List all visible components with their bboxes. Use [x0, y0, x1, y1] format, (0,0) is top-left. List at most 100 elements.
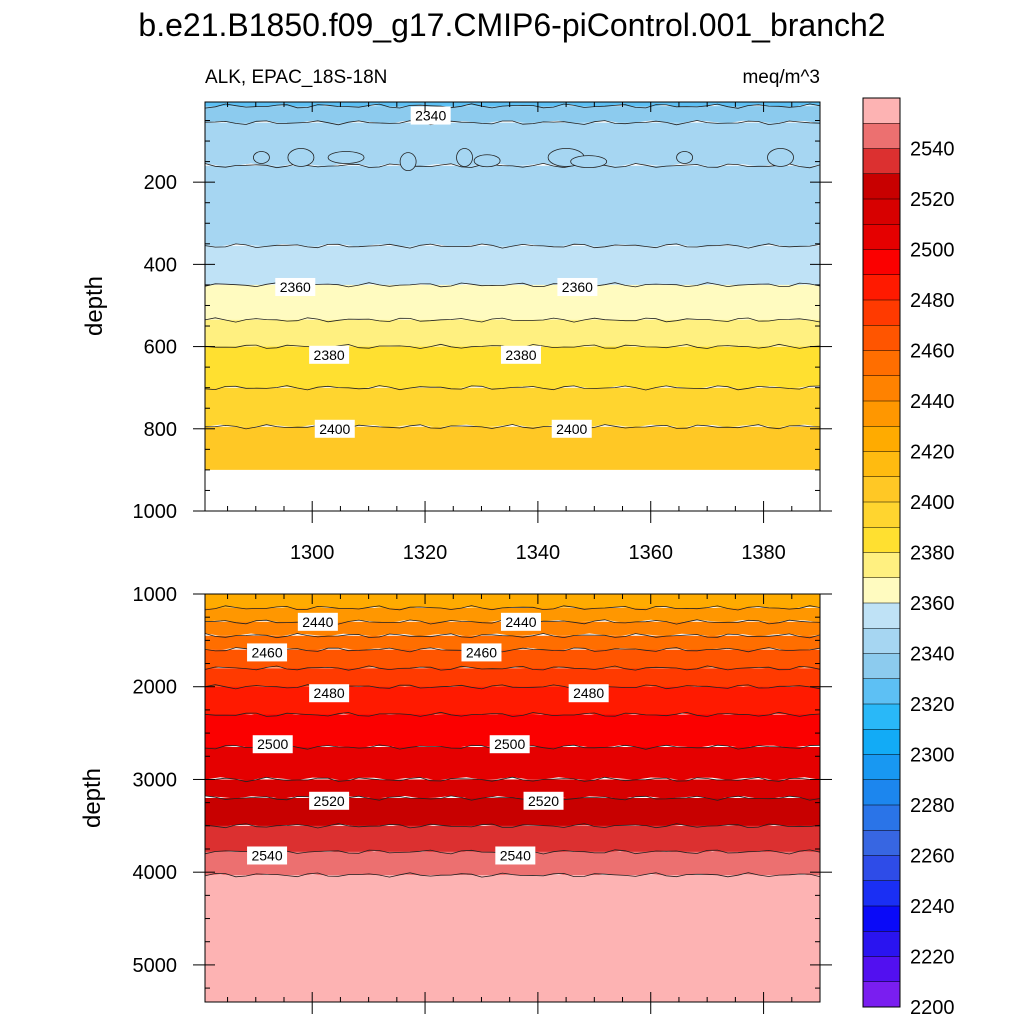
contour-label: 2340	[415, 108, 446, 124]
y-tick-label: 4000	[133, 862, 178, 884]
contour-label-box	[523, 791, 564, 810]
colorbar-swatch	[863, 577, 900, 604]
colorbar-label: 2520	[910, 189, 955, 211]
colorbar-swatch	[863, 173, 900, 200]
y-tick-label: 1000	[133, 584, 178, 606]
contour-band	[205, 714, 820, 749]
contour-island	[570, 155, 608, 169]
contour-line	[204, 776, 821, 783]
y-tick-label: 400	[144, 254, 177, 276]
y-tick-label: 800	[144, 419, 177, 441]
contour-band	[205, 635, 820, 651]
colorbar-swatch	[863, 653, 900, 680]
colorbar-label: 2400	[910, 492, 955, 514]
colorbar-swatch	[863, 956, 900, 983]
contour-band	[205, 875, 820, 1002]
colorbar-swatch	[863, 931, 900, 957]
contour-line	[204, 103, 821, 109]
contour-label-box	[500, 345, 541, 364]
plot-frame	[204, 593, 821, 1003]
upper-panel: 2340 2360 2360 2380 2380 2400 2400 1300 1320 1340…	[133, 101, 832, 564]
contour-line	[204, 872, 821, 878]
contour-island	[676, 151, 693, 164]
colorbar-swatch	[863, 375, 900, 402]
colorbar-label: 2260	[910, 846, 955, 868]
colorbar-swatch	[863, 426, 900, 452]
contour-line	[204, 711, 821, 717]
colorbar-swatch	[863, 830, 900, 856]
contour-island	[456, 148, 473, 167]
colorbar-swatch	[863, 451, 900, 478]
contour-band	[205, 245, 820, 287]
colorbar-label: 2380	[910, 543, 955, 565]
colorbar-label: 2420	[910, 442, 955, 464]
colorbar-swatch	[863, 855, 900, 882]
y-tick-label: 3000	[133, 769, 178, 791]
colorbar-swatch	[863, 476, 900, 503]
contour-label-box	[275, 277, 316, 296]
panel-subtitle-right: meq/m^3	[742, 67, 820, 88]
contour-label: 2400	[556, 421, 587, 437]
colorbar-swatch	[863, 729, 900, 755]
contour-island	[253, 151, 270, 164]
colorbar-swatch	[863, 249, 900, 276]
colorbar-swatch	[863, 981, 900, 1008]
colorbar-label: 2220	[910, 947, 955, 969]
contour-label-box	[309, 791, 350, 810]
y-axis-label-lower: depth	[79, 768, 106, 828]
contour-label: 2540	[500, 847, 531, 863]
colorbar-swatch	[863, 906, 900, 932]
colorbar-swatch	[863, 779, 900, 806]
contour-label: 2480	[573, 685, 604, 701]
colorbar-swatch	[863, 502, 900, 528]
contour-label-box	[410, 106, 451, 125]
contour-label: 2460	[466, 644, 497, 660]
colorbar-swatch	[863, 148, 900, 175]
contour-line	[204, 795, 821, 801]
y-tick-label: 200	[144, 172, 177, 194]
contour-label: 2520	[528, 793, 559, 809]
contour-label-box	[500, 612, 541, 631]
colorbar-swatch	[863, 123, 900, 149]
contour-label-box	[247, 846, 288, 865]
colorbar-frame	[862, 97, 901, 1008]
colorbar-label: 2360	[910, 593, 955, 615]
colorbar-swatch	[863, 350, 900, 377]
contour-label-box	[247, 643, 288, 662]
panel-subtitle-left: ALK, EPAC_18S-18N	[205, 67, 387, 88]
colorbar-swatch	[863, 325, 900, 351]
contour-label: 2520	[314, 793, 345, 809]
contour-label: 2440	[505, 614, 536, 630]
colorbar-label: 2480	[910, 290, 955, 312]
contour-band	[205, 747, 820, 780]
contour-band	[205, 346, 820, 389]
contour-line	[204, 823, 821, 829]
colorbar-label: 2440	[910, 391, 955, 413]
colorbar-swatch	[863, 224, 900, 250]
colorbar-swatch	[863, 300, 900, 326]
colorbar-label: 2280	[910, 795, 955, 817]
contour-label-box	[495, 846, 536, 865]
contour-label: 2500	[494, 736, 525, 752]
colorbar-swatch	[863, 678, 900, 705]
colorbar-swatch	[863, 527, 900, 553]
y-tick-label: 600	[144, 337, 177, 359]
colorbar-swatch	[863, 603, 900, 629]
contour-label-box	[557, 277, 598, 296]
contour-band	[205, 779, 820, 799]
contour-band	[205, 668, 820, 689]
contour-label: 2540	[251, 847, 282, 863]
contour-island	[287, 148, 315, 167]
contour-label-box	[309, 345, 350, 364]
x-tick-label: 1320	[403, 542, 448, 564]
contour-island	[767, 148, 794, 167]
contour-label-box	[309, 684, 350, 703]
x-tick-label: 1300	[290, 542, 335, 564]
contour-island	[473, 154, 501, 168]
contour-label-box	[489, 735, 530, 754]
contour-label-box	[252, 735, 293, 754]
contour-label: 2380	[314, 347, 345, 363]
contour-label-box	[568, 684, 609, 703]
contour-label: 2440	[302, 614, 333, 630]
contour-band	[205, 825, 820, 854]
